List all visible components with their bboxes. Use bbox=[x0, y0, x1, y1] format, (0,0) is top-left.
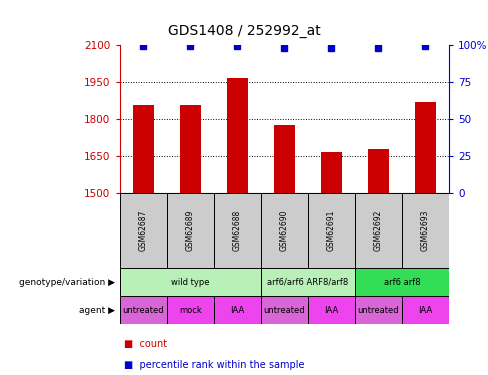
Bar bbox=[368, 149, 389, 193]
Text: arf6/arf6 ARF8/arf8: arf6/arf6 ARF8/arf8 bbox=[267, 278, 348, 287]
Text: ■  count: ■ count bbox=[124, 339, 167, 350]
Text: ■  percentile rank within the sample: ■ percentile rank within the sample bbox=[124, 360, 305, 370]
Bar bbox=[214, 193, 261, 268]
Text: GSM62689: GSM62689 bbox=[185, 210, 195, 251]
Bar bbox=[120, 193, 166, 268]
Bar bbox=[402, 193, 449, 268]
Bar bbox=[133, 105, 154, 193]
Bar bbox=[355, 268, 449, 296]
Text: IAA: IAA bbox=[324, 306, 339, 315]
Text: GSM62688: GSM62688 bbox=[233, 210, 242, 251]
Text: GSM62690: GSM62690 bbox=[280, 210, 289, 251]
Bar bbox=[308, 296, 355, 324]
Text: agent ▶: agent ▶ bbox=[79, 306, 115, 315]
Text: arf6 arf8: arf6 arf8 bbox=[384, 278, 420, 287]
Text: untreated: untreated bbox=[358, 306, 399, 315]
Bar bbox=[120, 296, 166, 324]
Text: genotype/variation ▶: genotype/variation ▶ bbox=[19, 278, 115, 287]
Text: GSM62692: GSM62692 bbox=[374, 210, 383, 251]
Bar bbox=[261, 193, 308, 268]
Bar bbox=[214, 296, 261, 324]
Bar bbox=[355, 193, 402, 268]
Bar bbox=[308, 193, 355, 268]
Bar bbox=[166, 296, 214, 324]
Bar bbox=[355, 296, 402, 324]
Text: GSM62691: GSM62691 bbox=[327, 210, 336, 251]
Text: GSM62693: GSM62693 bbox=[421, 210, 430, 251]
Bar bbox=[274, 125, 295, 193]
Bar bbox=[261, 268, 355, 296]
Text: IAA: IAA bbox=[418, 306, 432, 315]
Text: untreated: untreated bbox=[122, 306, 164, 315]
Text: untreated: untreated bbox=[264, 306, 305, 315]
Text: mock: mock bbox=[179, 306, 202, 315]
Bar bbox=[261, 296, 308, 324]
Text: IAA: IAA bbox=[230, 306, 244, 315]
Bar bbox=[166, 193, 214, 268]
Bar bbox=[402, 296, 449, 324]
Bar bbox=[120, 268, 261, 296]
Bar bbox=[226, 78, 248, 193]
Bar bbox=[180, 105, 201, 193]
Text: wild type: wild type bbox=[171, 278, 209, 287]
Bar bbox=[321, 152, 342, 193]
Bar bbox=[415, 102, 436, 193]
Text: GSM62687: GSM62687 bbox=[139, 210, 147, 251]
Text: GDS1408 / 252992_at: GDS1408 / 252992_at bbox=[167, 24, 321, 38]
